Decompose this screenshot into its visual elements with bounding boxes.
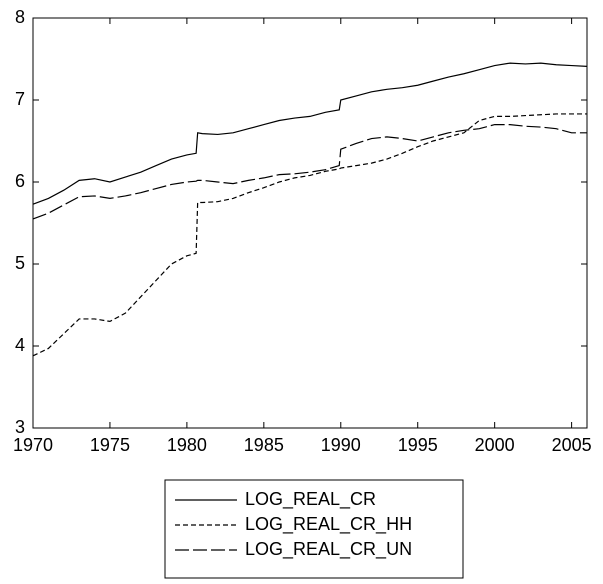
y-tick-label: 7 [15, 89, 25, 109]
line-series [32, 62, 588, 205]
x-tick-label: 1975 [90, 435, 130, 455]
legend-label: LOG_REAL_CR_HH [245, 514, 412, 535]
line-series [32, 113, 587, 357]
x-tick-label: 2000 [475, 435, 515, 455]
y-tick-label: 4 [15, 335, 25, 355]
y-tick-label: 5 [15, 253, 25, 273]
legend-label: LOG_REAL_CR [245, 489, 376, 510]
x-tick-label: 1985 [244, 435, 284, 455]
x-tick-label: 1990 [321, 435, 361, 455]
x-tick-label: 1980 [167, 435, 207, 455]
x-tick-label: 2005 [552, 435, 592, 455]
line-series [32, 124, 587, 220]
y-tick-label: 6 [15, 171, 25, 191]
y-tick-label: 8 [15, 7, 25, 27]
plot-frame [32, 17, 588, 429]
x-tick-label: 1995 [398, 435, 438, 455]
legend-box [164, 479, 464, 579]
legend-label: LOG_REAL_CR_UN [245, 539, 412, 560]
x-tick-label: 1970 [13, 435, 53, 455]
y-tick-label: 3 [15, 417, 25, 437]
